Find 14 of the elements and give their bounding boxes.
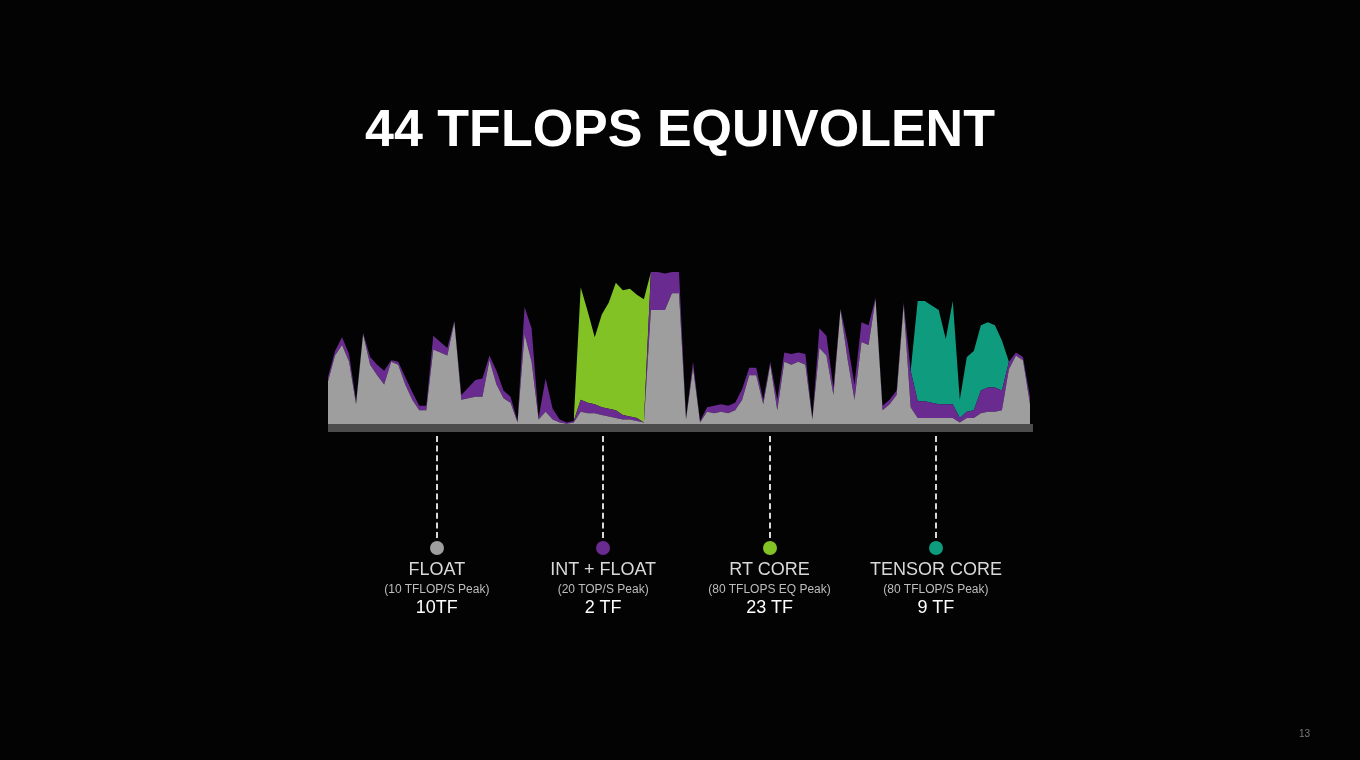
text: 13 — [1298, 728, 1310, 740]
text: (10 TFLOP/S Peak) — [383, 582, 491, 596]
legend-label: RT CORE — [729, 559, 810, 579]
legend-label: TENSOR CORE — [868, 559, 1003, 579]
text: 9 TF — [916, 597, 956, 617]
text: (80 TFLOP/S Peak) — [883, 582, 989, 596]
text: 2 TF — [583, 597, 623, 617]
text: (80 TFLOPS EQ Peak) — [707, 582, 832, 596]
text: 10TF — [414, 597, 459, 617]
legend-label: FLOAT — [407, 559, 467, 579]
legend-label: INT + FLOAT — [549, 559, 658, 579]
text: 23 TF — [745, 597, 794, 617]
chart-title: 44 TFLOPS EQUIVOLENT — [364, 99, 996, 157]
text: (20 TOP/S Peak) — [557, 582, 649, 596]
